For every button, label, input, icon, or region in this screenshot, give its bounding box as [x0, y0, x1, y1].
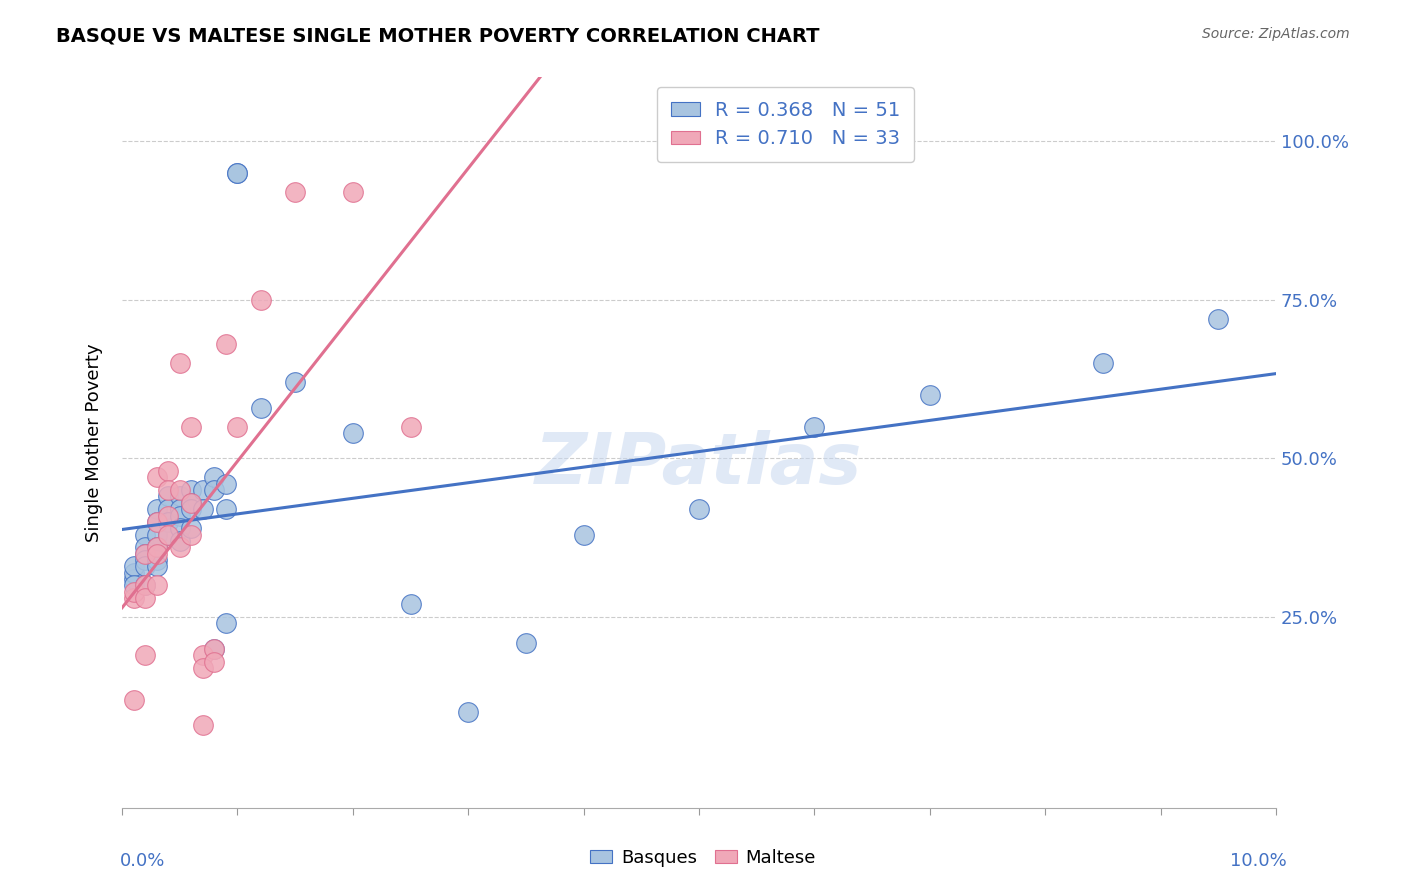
Y-axis label: Single Mother Poverty: Single Mother Poverty: [86, 343, 103, 541]
Point: [157, 502, 180, 516]
Point: [145, 470, 167, 484]
Point: [134, 527, 156, 541]
Point: [157, 527, 180, 541]
Text: Source: ZipAtlas.com: Source: ZipAtlas.com: [1202, 27, 1350, 41]
Point: [169, 502, 191, 516]
Point: [169, 533, 191, 548]
Point: [122, 566, 145, 580]
Point: [122, 584, 145, 599]
Point: [122, 559, 145, 574]
Point: [157, 515, 180, 529]
Point: [134, 578, 156, 592]
Point: [215, 337, 238, 351]
Point: [145, 541, 167, 555]
Point: [122, 692, 145, 706]
Point: [191, 648, 214, 663]
Point: [191, 502, 214, 516]
Point: [226, 166, 249, 180]
Point: [226, 166, 249, 180]
Point: [180, 483, 202, 497]
Text: ZIPatlas: ZIPatlas: [536, 430, 863, 499]
Point: [122, 591, 145, 606]
Point: [803, 419, 825, 434]
Point: [202, 483, 225, 497]
Point: [1206, 311, 1229, 326]
Point: [134, 547, 156, 561]
Point: [399, 598, 422, 612]
Point: [157, 508, 180, 523]
Point: [249, 293, 271, 307]
Point: [215, 502, 238, 516]
Point: [157, 527, 180, 541]
Point: [145, 547, 167, 561]
Point: [122, 578, 145, 592]
Point: [249, 401, 271, 415]
Point: [180, 496, 202, 510]
Point: [180, 496, 202, 510]
Point: [169, 541, 191, 555]
Point: [202, 641, 225, 656]
Text: BASQUE VS MALTESE SINGLE MOTHER POVERTY CORRELATION CHART: BASQUE VS MALTESE SINGLE MOTHER POVERTY …: [56, 27, 820, 45]
Point: [226, 419, 249, 434]
Point: [169, 483, 191, 497]
Point: [191, 718, 214, 732]
Point: [145, 559, 167, 574]
Point: [284, 185, 307, 199]
Point: [399, 419, 422, 434]
Point: [157, 490, 180, 504]
Point: [145, 515, 167, 529]
Point: [515, 635, 537, 649]
Legend: R = 0.368   N = 51, R = 0.710   N = 33: R = 0.368 N = 51, R = 0.710 N = 33: [657, 87, 914, 162]
Point: [180, 419, 202, 434]
Text: 0.0%: 0.0%: [120, 852, 165, 870]
Point: [169, 490, 191, 504]
Point: [284, 375, 307, 389]
Point: [202, 641, 225, 656]
Point: [134, 547, 156, 561]
Point: [688, 502, 710, 516]
Point: [145, 553, 167, 567]
Point: [145, 578, 167, 592]
Point: [134, 553, 156, 567]
Point: [134, 591, 156, 606]
Point: [180, 527, 202, 541]
Point: [918, 388, 941, 402]
Point: [191, 661, 214, 675]
Point: [180, 521, 202, 535]
Point: [145, 502, 167, 516]
Point: [169, 508, 191, 523]
Point: [169, 356, 191, 370]
Point: [134, 578, 156, 592]
Point: [157, 464, 180, 478]
Point: [122, 572, 145, 586]
Point: [145, 515, 167, 529]
Point: [134, 648, 156, 663]
Point: [342, 185, 364, 199]
Point: [572, 527, 595, 541]
Point: [134, 559, 156, 574]
Point: [342, 425, 364, 440]
Point: [1091, 356, 1114, 370]
Point: [145, 541, 167, 555]
Point: [145, 527, 167, 541]
Point: [134, 541, 156, 555]
Point: [457, 706, 479, 720]
Point: [169, 521, 191, 535]
Point: [202, 655, 225, 669]
Point: [215, 616, 238, 631]
Point: [157, 483, 180, 497]
Point: [191, 483, 214, 497]
Point: [180, 502, 202, 516]
Text: 10.0%: 10.0%: [1230, 852, 1286, 870]
Point: [202, 470, 225, 484]
Legend: Basques, Maltese: Basques, Maltese: [583, 842, 823, 874]
Point: [215, 476, 238, 491]
